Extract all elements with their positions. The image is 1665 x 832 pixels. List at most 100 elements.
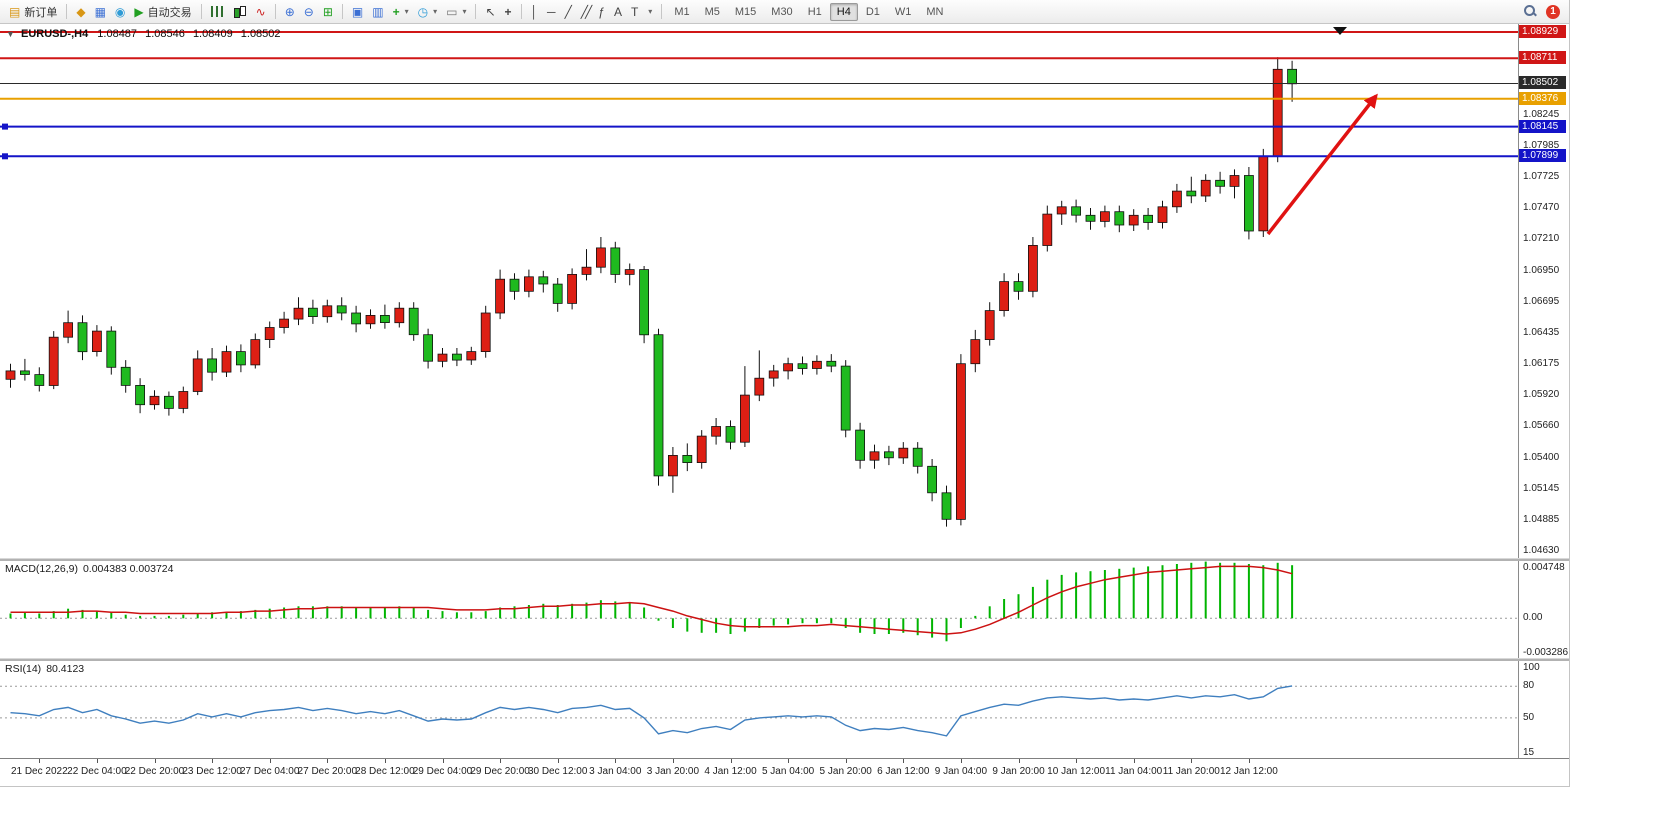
timeframe-m30-button[interactable]: M30 <box>771 5 793 18</box>
label-tool-button[interactable]: T <box>627 4 642 20</box>
text-tool-button[interactable]: A <box>610 4 626 20</box>
timeframe-h1-button[interactable]: H1 <box>807 5 822 18</box>
shapes-button[interactable]: ▾ <box>643 5 656 18</box>
candle-body <box>135 384 146 406</box>
price-tick: 1.05145 <box>1523 482 1560 494</box>
line-handle[interactable] <box>2 153 8 160</box>
macd-axis[interactable]: 0.004748 0.00 -0.003286 <box>1519 561 1568 658</box>
vertical-line-icon: │ <box>530 4 539 19</box>
rsi-panel[interactable]: RSI(14) 80.4123 <box>0 661 1518 758</box>
tile-windows-button[interactable]: ▣ <box>348 4 367 20</box>
toolbar-separator <box>66 4 68 19</box>
trend-arrow[interactable] <box>1266 93 1378 236</box>
candle-body <box>1287 68 1297 85</box>
toolbar-separator <box>274 4 276 19</box>
candle-body <box>63 322 73 338</box>
macd-panel[interactable]: MACD(12,26,9) 0.004383 0.003724 <box>0 561 1518 658</box>
candle-body <box>495 278 506 314</box>
profiles-button[interactable]: ◷ ▾ <box>414 4 442 20</box>
horizontal-line-icon: ─ <box>547 4 556 19</box>
price-tick: 1.06175 <box>1523 358 1560 370</box>
candle-body <box>192 358 203 392</box>
time-label: 5 Jan 04:00 <box>761 766 815 777</box>
trendline-tool-button[interactable]: ╱ <box>561 4 576 20</box>
timeframe-d1-button[interactable]: D1 <box>865 5 880 18</box>
time-axis[interactable]: 21 Dec 2022 22 Dec 04:00 22 Dec 20:00 23 De… <box>0 758 1569 785</box>
line-chart-icon: ∿ <box>255 4 266 19</box>
candle-body <box>5 370 16 380</box>
time-tick <box>672 759 674 763</box>
timeframe-h4-button[interactable]: H4 <box>829 2 858 21</box>
time-tick <box>96 759 98 763</box>
cursor-tool-button[interactable]: ↖ <box>481 4 499 20</box>
cascade-windows-button[interactable]: ▥ <box>368 4 387 20</box>
candle-body <box>293 307 304 320</box>
zoom-in-button[interactable]: ⊕ <box>281 4 299 20</box>
time-label: 12 Jan 12:00 <box>1219 766 1278 777</box>
timeframe-mn-button[interactable]: MN <box>926 5 944 18</box>
candle-body <box>466 351 477 361</box>
bar-chart-button[interactable] <box>207 4 228 19</box>
macd-axis-label: 0.004748 <box>1523 562 1565 573</box>
candle-body <box>235 351 246 366</box>
candle-body <box>163 395 174 409</box>
candle-body <box>984 310 995 341</box>
rsi-axis[interactable]: 100 80 50 15 <box>1519 661 1568 758</box>
fibonacci-tool-button[interactable]: ƒ <box>594 4 609 20</box>
candle-body <box>927 465 937 494</box>
time-tick <box>903 759 905 763</box>
price-tag: 1.08502 <box>1519 76 1566 90</box>
timeframe-w1-button[interactable]: W1 <box>894 5 912 18</box>
navigator-button[interactable]: ◉ <box>111 4 129 20</box>
rsi-axis-label: 15 <box>1523 747 1535 758</box>
time-label: 9 Jan 20:00 <box>992 766 1045 777</box>
market-watch-button[interactable]: ◆ <box>72 4 89 20</box>
toolbar-separator <box>200 4 202 19</box>
horizontal-line-tool-button[interactable]: ─ <box>543 4 560 20</box>
line-chart-button[interactable]: ∿ <box>252 4 270 20</box>
new-chart-button[interactable]: + ▾ <box>389 4 413 20</box>
candle-body <box>552 283 563 304</box>
rsi-panel-splitter[interactable] <box>0 658 1569 661</box>
candle-body <box>437 353 448 362</box>
timeframe-m5-button[interactable]: M5 <box>704 5 720 18</box>
timeframe-m1-button[interactable]: M1 <box>674 5 690 18</box>
candle-body <box>379 314 390 323</box>
candle-body <box>1085 214 1096 222</box>
price-chart[interactable] <box>0 24 1518 558</box>
candle-body <box>250 339 261 366</box>
price-tick: 1.05400 <box>1523 451 1560 463</box>
price-tick: 1.05920 <box>1523 389 1560 401</box>
macd-axis-label: -0.003286 <box>1523 647 1569 658</box>
candle-body <box>840 365 851 431</box>
rsi-axis-label: 100 <box>1523 662 1540 673</box>
candle-body <box>1272 68 1283 157</box>
autotrading-button[interactable]: ▶ 自动交易 <box>130 2 195 22</box>
candle-body <box>120 366 131 386</box>
grid-button[interactable]: ⊞ <box>319 4 337 20</box>
time-label: 29 Dec 04:00 <box>412 766 473 777</box>
notifications-button[interactable]: 1 <box>1542 3 1564 21</box>
candle-body <box>884 451 894 459</box>
time-label: 6 Jan 12:00 <box>877 766 930 777</box>
new-order-button[interactable]: ▤ 新订单 <box>5 2 61 22</box>
channel-tool-button[interactable]: ╱╱ <box>577 4 593 20</box>
line-handle[interactable] <box>2 123 8 130</box>
candle-body <box>394 307 405 324</box>
time-label: 5 Jan 20:00 <box>819 766 872 777</box>
candlestick-chart-button[interactable] <box>229 4 251 20</box>
zoom-out-button[interactable]: ⊖ <box>300 4 318 20</box>
candle-body <box>696 435 707 464</box>
vertical-line-tool-button[interactable]: │ <box>527 4 543 20</box>
data-window-button[interactable]: ▦ <box>91 4 110 20</box>
time-tick <box>730 759 732 763</box>
crosshair-tool-button[interactable]: + <box>501 4 516 20</box>
price-axis[interactable]: 1.08245 1.07985 1.07725 1.07470 1.07210 1.069… <box>1519 24 1568 558</box>
search-button[interactable] <box>1520 3 1541 20</box>
chart-marker <box>1333 27 1347 35</box>
templates-button[interactable]: ▭ ▾ <box>442 4 470 20</box>
macd-panel-splitter[interactable] <box>0 558 1569 561</box>
candle-body <box>754 377 765 396</box>
candle-body <box>682 454 693 463</box>
timeframe-m15-button[interactable]: M15 <box>734 5 757 18</box>
